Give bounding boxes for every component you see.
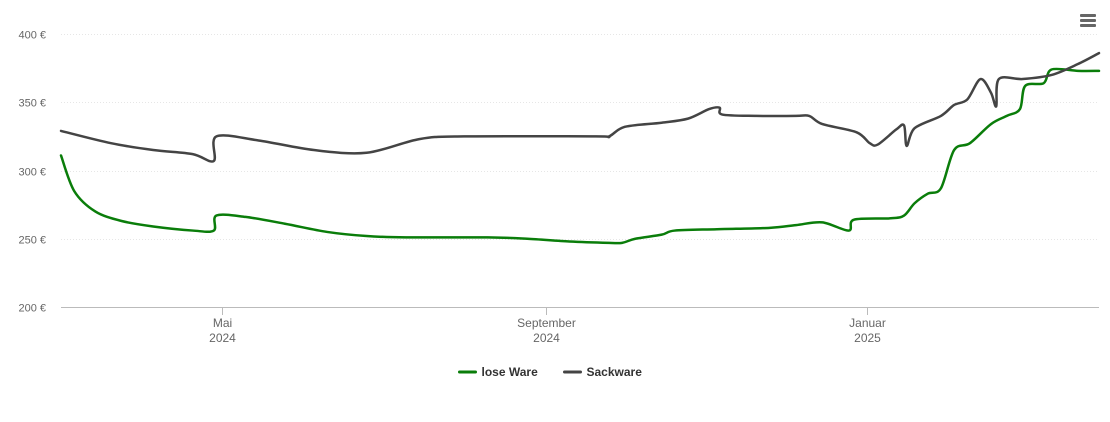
series-lines (59, 51, 1101, 245)
y-axis: 200 € 250 € 300 € 350 € 400 € (18, 30, 46, 315)
legend[interactable]: lose Ware Sackware (458, 365, 643, 379)
legend-item-0[interactable]: lose Ware (458, 365, 539, 379)
legend-label: lose Ware (482, 365, 539, 379)
legend-label: Sackware (587, 365, 643, 379)
x-tick-label: Januar (849, 316, 886, 330)
y-tick-label: 350 € (18, 98, 46, 110)
x-tick-label: September (517, 316, 576, 330)
x-tick-year-label: 2024 (533, 331, 560, 345)
grid-lines (61, 34, 1099, 240)
x-tick-year-label: 2024 (209, 331, 236, 345)
x-tick-year-label: 2025 (854, 331, 881, 345)
y-tick-label: 300 € (18, 167, 46, 179)
series-line-0[interactable] (59, 67, 1101, 245)
y-tick-label: 250 € (18, 235, 46, 247)
hamburger-menu-icon[interactable] (1076, 10, 1100, 32)
y-tick-label: 200 € (18, 303, 46, 315)
x-tick-label: Mai (213, 316, 232, 330)
series-line-1[interactable] (59, 51, 1101, 163)
legend-item-1[interactable]: Sackware (563, 365, 643, 379)
y-tick-label: 400 € (18, 30, 46, 42)
